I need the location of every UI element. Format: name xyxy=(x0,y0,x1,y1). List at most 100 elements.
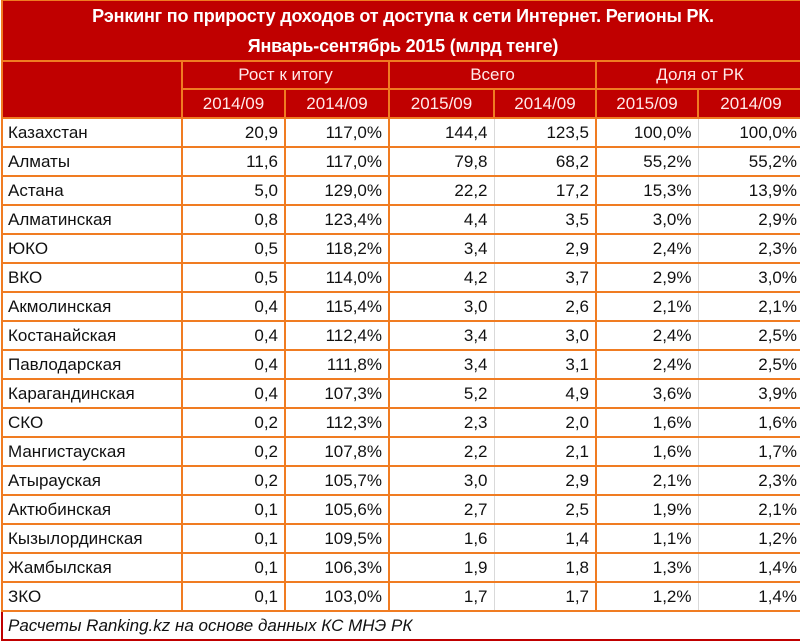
region-name-cell: Костанайская xyxy=(1,320,183,351)
total-2014-cell: 1,8 xyxy=(493,552,597,583)
growth-pct-cell: 123,4% xyxy=(284,204,390,235)
total-2015-cell: 3,4 xyxy=(388,349,495,380)
share-2014-cell: 55,2% xyxy=(697,146,800,177)
total-2015-cell: 3,0 xyxy=(388,465,495,496)
region-name-cell: Казахстан xyxy=(1,117,183,148)
growth-abs-cell: 0,4 xyxy=(181,291,286,322)
growth-pct-cell: 112,3% xyxy=(284,407,390,438)
share-2015-cell: 1,3% xyxy=(595,552,699,583)
growth-abs-cell: 0,4 xyxy=(181,349,286,380)
total-2014-cell: 2,6 xyxy=(493,291,597,322)
total-2015-cell: 144,4 xyxy=(388,117,495,148)
growth-abs-cell: 0,1 xyxy=(181,552,286,583)
share-2014-cell: 1,4% xyxy=(697,552,800,583)
growth-pct-cell: 103,0% xyxy=(284,581,390,612)
growth-pct-cell: 105,7% xyxy=(284,465,390,496)
growth-pct-cell: 107,3% xyxy=(284,378,390,409)
share-2014-cell: 100,0% xyxy=(697,117,800,148)
growth-pct-cell: 109,5% xyxy=(284,523,390,554)
total-2014-cell: 1,7 xyxy=(493,581,597,612)
total-2014-cell: 68,2 xyxy=(493,146,597,177)
growth-abs-cell: 0,4 xyxy=(181,378,286,409)
growth-pct-cell: 117,0% xyxy=(284,146,390,177)
share-2015-cell: 1,9% xyxy=(595,494,699,525)
region-name-cell: Жамбылская xyxy=(1,552,183,583)
table-row: ВКО 0,5 114,0% 4,2 3,7 2,9% 3,0% xyxy=(1,262,800,293)
share-2015-cell: 2,4% xyxy=(595,320,699,351)
region-name-cell: ЗКО xyxy=(1,581,183,612)
region-name-cell: Акмолинская xyxy=(1,291,183,322)
share-2014-cell: 2,1% xyxy=(697,494,800,525)
total-2015-cell: 1,7 xyxy=(388,581,495,612)
total-2015-cell: 2,2 xyxy=(388,436,495,467)
sub-header-share-2015: 2015/09 xyxy=(595,88,699,119)
table-row: Алматы 11,6 117,0% 79,8 68,2 55,2% 55,2% xyxy=(1,146,800,177)
total-2015-cell: 3,4 xyxy=(388,233,495,264)
region-name-cell: Кызылординская xyxy=(1,523,183,554)
table-row: СКО 0,2 112,3% 2,3 2,0 1,6% 1,6% xyxy=(1,407,800,438)
share-2014-cell: 1,7% xyxy=(697,436,800,467)
share-2014-cell: 2,5% xyxy=(697,349,800,380)
share-2014-cell: 2,1% xyxy=(697,291,800,322)
total-2014-cell: 1,4 xyxy=(493,523,597,554)
table-row: Казахстан 20,9 117,0% 144,4 123,5 100,0% 100,0… xyxy=(1,117,800,148)
group-header-share: Доля от РК xyxy=(595,60,800,90)
share-2015-cell: 100,0% xyxy=(595,117,699,148)
group-header-row: Рост к итогу Всего Доля от РК xyxy=(1,60,800,119)
share-2015-cell: 2,1% xyxy=(595,465,699,496)
region-name-cell: ВКО xyxy=(1,262,183,293)
growth-abs-cell: 0,1 xyxy=(181,494,286,525)
share-2015-cell: 3,0% xyxy=(595,204,699,235)
total-2015-cell: 3,4 xyxy=(388,320,495,351)
region-name-cell: Мангистауская xyxy=(1,436,183,467)
share-2015-cell: 2,4% xyxy=(595,233,699,264)
region-name-cell: Алматы xyxy=(1,146,183,177)
table-row: ЮКО 0,5 118,2% 3,4 2,9 2,4% 2,3% xyxy=(1,233,800,264)
share-2014-cell: 2,3% xyxy=(697,465,800,496)
total-2014-cell: 2,5 xyxy=(493,494,597,525)
total-2014-cell: 2,9 xyxy=(493,233,597,264)
total-2015-cell: 2,7 xyxy=(388,494,495,525)
growth-abs-cell: 0,5 xyxy=(181,262,286,293)
table-row: Атырауская 0,2 105,7% 3,0 2,9 2,1% 2,3% xyxy=(1,465,800,496)
share-2015-cell: 55,2% xyxy=(595,146,699,177)
share-2014-cell: 3,9% xyxy=(697,378,800,409)
group-header-growth: Рост к итогу xyxy=(181,60,390,90)
region-name-cell: Астана xyxy=(1,175,183,206)
share-2014-cell: 2,5% xyxy=(697,320,800,351)
growth-pct-cell: 117,0% xyxy=(284,117,390,148)
growth-abs-cell: 0,1 xyxy=(181,581,286,612)
share-2015-cell: 15,3% xyxy=(595,175,699,206)
total-2015-cell: 1,9 xyxy=(388,552,495,583)
sub-header-share-2014: 2014/09 xyxy=(697,88,800,119)
sub-header-total-2015: 2015/09 xyxy=(388,88,495,119)
growth-abs-cell: 0,2 xyxy=(181,465,286,496)
share-2015-cell: 1,2% xyxy=(595,581,699,612)
region-header-cell xyxy=(1,60,183,119)
table-title-line-1: Рэнкинг по приросту доходов от доступа к… xyxy=(1,0,800,32)
region-name-cell: Актюбинская xyxy=(1,494,183,525)
growth-abs-cell: 11,6 xyxy=(181,146,286,177)
region-name-cell: ЮКО xyxy=(1,233,183,264)
growth-abs-cell: 0,1 xyxy=(181,523,286,554)
title-row-2: Январь-сентябрь 2015 (млрд тенге) xyxy=(1,32,800,62)
growth-abs-cell: 0,2 xyxy=(181,407,286,438)
share-2014-cell: 3,0% xyxy=(697,262,800,293)
share-2014-cell: 1,4% xyxy=(697,581,800,612)
growth-pct-cell: 129,0% xyxy=(284,175,390,206)
table-row: Астана 5,0 129,0% 22,2 17,2 15,3% 13,9% xyxy=(1,175,800,206)
sub-header-row: 2014/09 2014/09 2015/09 2014/09 2015/09 … xyxy=(2,88,800,119)
share-2014-cell: 13,9% xyxy=(697,175,800,206)
total-2014-cell: 2,9 xyxy=(493,465,597,496)
total-2014-cell: 2,1 xyxy=(493,436,597,467)
total-2014-cell: 123,5 xyxy=(493,117,597,148)
total-2014-cell: 3,1 xyxy=(493,349,597,380)
table-row: Алматинская 0,8 123,4% 4,4 3,5 3,0% 2,9% xyxy=(1,204,800,235)
share-2015-cell: 2,9% xyxy=(595,262,699,293)
growth-abs-cell: 5,0 xyxy=(181,175,286,206)
share-2014-cell: 1,6% xyxy=(697,407,800,438)
table-row: ЗКО 0,1 103,0% 1,7 1,7 1,2% 1,4% xyxy=(1,581,800,612)
growth-abs-cell: 0,4 xyxy=(181,320,286,351)
growth-pct-cell: 106,3% xyxy=(284,552,390,583)
